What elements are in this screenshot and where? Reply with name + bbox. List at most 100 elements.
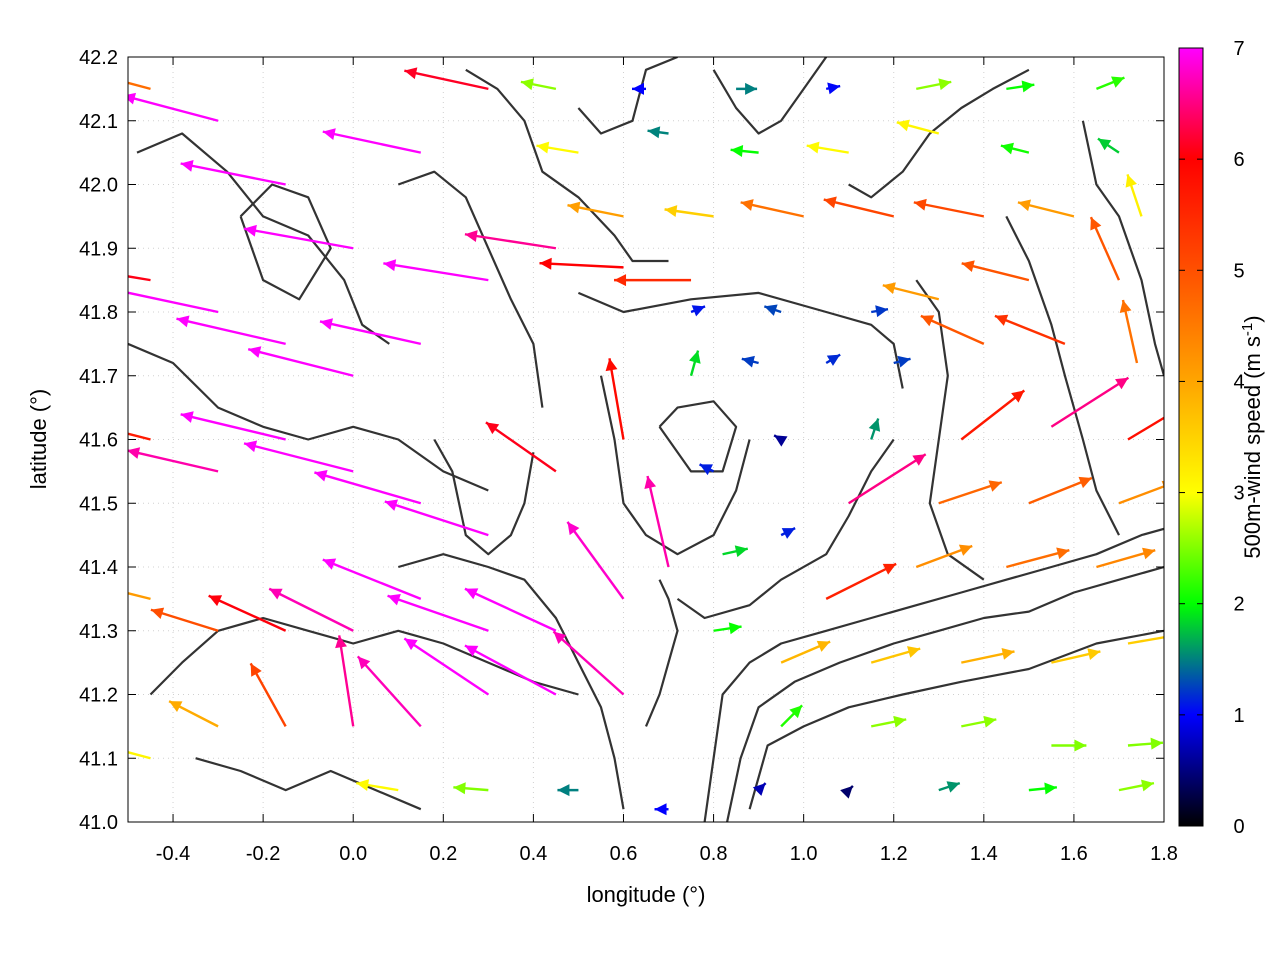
wind-vector-head: [826, 354, 841, 366]
wind-vector-head: [774, 435, 788, 447]
wind-vector: [840, 785, 854, 799]
terrain-contour: [577, 57, 678, 135]
wind-vector: [938, 781, 961, 793]
wind-vector-head: [896, 119, 910, 132]
wind-vector: [823, 196, 895, 218]
terrain-contour: [397, 170, 544, 408]
wind-vector: [1028, 782, 1057, 795]
wind-vector-head: [1087, 648, 1101, 660]
y-tick-label: 41.6: [79, 430, 118, 452]
wind-vector-shaft: [848, 453, 927, 505]
wind-vector-head: [907, 646, 921, 658]
wind-vector-head: [875, 305, 889, 318]
colorbar-tick-label: 1: [1233, 705, 1244, 727]
wind-vector: [1051, 648, 1101, 664]
wind-vector-shaft: [485, 421, 557, 473]
wind-vector-head: [806, 141, 820, 154]
wind-vector-shaft: [128, 291, 219, 314]
wind-vector-head: [614, 274, 627, 287]
wind-vector: [773, 434, 788, 447]
terrain-contour: [712, 57, 828, 135]
wind-vector: [128, 751, 151, 760]
wind-vector-head: [453, 782, 466, 795]
wind-vector-shaft: [387, 594, 489, 632]
wind-vector-head: [1097, 138, 1112, 151]
wind-vector: [95, 582, 151, 601]
wind-vector: [806, 141, 849, 154]
wind-vector-head: [1001, 648, 1015, 660]
terrain-contour: [136, 132, 390, 345]
wind-vector: [464, 230, 557, 250]
wind-vector-head: [1115, 377, 1129, 390]
wind-vector-head: [357, 656, 371, 670]
wind-vector-head: [664, 205, 678, 218]
wind-vector-head: [95, 582, 108, 594]
wind-vector-head: [647, 126, 661, 139]
wind-vector-head: [314, 470, 328, 482]
wind-vector-head: [938, 78, 952, 91]
wind-vector: [552, 630, 625, 696]
wind-vector: [882, 282, 940, 301]
wind-vector-head: [67, 262, 80, 274]
wind-vector-shaft: [128, 592, 151, 601]
y-tick-label: 41.8: [79, 302, 118, 324]
wind-vector-head: [464, 230, 478, 243]
wind-vector-shaft: [464, 587, 557, 632]
y-tick-label: 41.3: [79, 621, 118, 643]
wind-vectors: [67, 67, 1164, 816]
wind-vector: [335, 635, 355, 727]
wind-vector-head: [1125, 174, 1137, 188]
wind-vector: [384, 499, 489, 537]
wind-vector-head: [745, 82, 758, 95]
colorbar: [1178, 47, 1204, 827]
terrain-contour: [149, 616, 579, 696]
wind-vector: [752, 782, 767, 796]
y-tick-label: 42.2: [79, 47, 118, 69]
wind-vector: [1119, 299, 1139, 364]
wind-vector: [150, 607, 219, 632]
colorbar-tick-label: 4: [1233, 371, 1244, 393]
wind-vector-head: [250, 663, 262, 677]
wind-vector-shaft: [243, 442, 354, 473]
wind-vector-shaft: [356, 655, 422, 728]
wind-vector-head: [539, 257, 552, 270]
colorbar-ticks: 0 1 2 3 4 5 6 7: [1179, 38, 1245, 838]
wind-vector-head: [1056, 547, 1070, 560]
wind-vector: [539, 257, 624, 270]
wind-vector-head: [741, 355, 755, 368]
wind-vector-shaft: [180, 162, 286, 186]
wind-vector-shaft: [403, 637, 490, 696]
wind-vector: [1017, 199, 1075, 218]
y-tick-label: 41.1: [79, 748, 118, 770]
wind-vector-head: [567, 201, 581, 214]
wind-vector-shaft: [539, 261, 624, 269]
wind-vector-shaft: [322, 130, 422, 154]
wind-vector: [825, 82, 841, 95]
terrain-contour: [726, 565, 1164, 822]
x-tick-label: 0.2: [429, 843, 457, 865]
x-tick-label: 0.0: [339, 843, 367, 865]
wind-vector-shaft: [994, 314, 1066, 345]
wind-vector: [403, 637, 490, 696]
wind-vector-shaft: [128, 81, 151, 91]
wind-vector: [314, 470, 422, 505]
wind-vector: [243, 440, 354, 473]
wind-vector: [128, 447, 219, 473]
wind-vector-shaft: [464, 233, 557, 250]
wind-vector: [871, 305, 889, 318]
wind-vector-head: [912, 454, 926, 466]
wind-vector-shaft: [566, 521, 625, 600]
wind-vector: [1096, 547, 1156, 569]
wind-vector: [180, 159, 286, 186]
wind-vector: [243, 224, 354, 250]
wind-vector-head: [691, 305, 706, 317]
wind-vector-head: [464, 588, 479, 600]
wind-vector: [960, 389, 1026, 441]
wind-vector-head: [1078, 476, 1092, 489]
wind-vector-shaft: [552, 630, 625, 696]
wind-vector: [605, 358, 625, 440]
wind-vector: [567, 201, 624, 218]
wind-vector: [1089, 216, 1121, 281]
wind-vector: [249, 662, 287, 727]
wind-vector: [557, 784, 579, 797]
